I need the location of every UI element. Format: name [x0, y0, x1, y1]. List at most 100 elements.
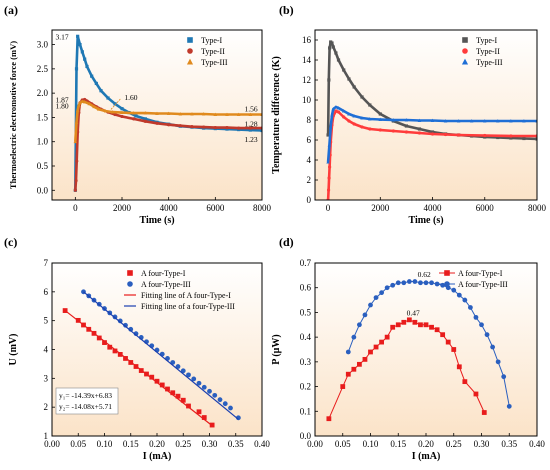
plot-frame [51, 262, 263, 437]
data-point [74, 67, 79, 71]
data-point [328, 125, 333, 129]
legend-label: Type-I [201, 36, 223, 45]
x-tick-label: 0.15 [123, 439, 139, 449]
data-point [83, 97, 87, 102]
data-point [404, 118, 409, 122]
x-tick-label: 0 [326, 203, 331, 213]
x-tick-label: 0 [73, 203, 78, 213]
data-point [336, 110, 341, 114]
data-point [236, 112, 241, 116]
value-annotation: 0.62 [418, 270, 431, 279]
x-axis-label: Time (s) [139, 215, 174, 226]
data-point [225, 112, 229, 116]
data-point [378, 117, 383, 121]
plot-frame [314, 29, 538, 201]
y-tick-label: 4 [307, 155, 312, 165]
data-point [62, 308, 68, 313]
data-point [373, 344, 379, 350]
x-tick-label: 0.30 [202, 439, 218, 449]
data-point [496, 135, 500, 140]
data-point [202, 125, 206, 129]
legend-marker [461, 58, 469, 65]
data-point [347, 119, 351, 123]
data-point [362, 312, 368, 318]
data-point [501, 374, 507, 380]
data-point [94, 81, 98, 86]
data-point [113, 102, 117, 106]
y-axis-label: U (mV) [8, 334, 19, 366]
legend-marker [186, 58, 194, 65]
data-point [412, 279, 418, 284]
data-point [134, 114, 138, 118]
y-tick-label: 3 [44, 373, 49, 383]
data-point [456, 292, 462, 298]
data-point [165, 386, 170, 392]
data-point [401, 319, 407, 325]
data-point [128, 326, 134, 332]
data-point [149, 374, 155, 380]
data-point [248, 126, 252, 130]
data-point [228, 405, 233, 411]
series-group [73, 34, 262, 192]
data-point [404, 130, 409, 134]
data-point [390, 282, 396, 288]
data-point [248, 128, 252, 132]
y-tick-label: 0.1 [300, 406, 311, 416]
data-point [445, 339, 451, 345]
data-point [326, 133, 330, 137]
x-tick-label: 0.00 [307, 439, 323, 449]
y-tick-label: 16 [302, 35, 312, 45]
data-point [357, 322, 362, 328]
data-point [213, 112, 218, 116]
data-point [336, 58, 341, 62]
x-tick-label: 2000 [371, 203, 390, 213]
data-point [434, 281, 440, 287]
data-point [391, 118, 396, 122]
data-point [117, 318, 123, 324]
y-tick-label: 8 [307, 115, 312, 125]
data-point [378, 128, 382, 132]
data-point [456, 364, 462, 370]
data-point [175, 393, 181, 399]
data-point [99, 89, 103, 93]
data-point [347, 112, 351, 116]
data-point [417, 131, 422, 135]
annotation-arrow [110, 98, 121, 111]
data-point [379, 290, 384, 296]
data-point [429, 324, 434, 330]
data-point [85, 64, 89, 69]
chart-panel-2: (b) 0 2 4 6 8 10 12 14 16 0 2000 4000 6000 8000 Time (s… [271, 3, 547, 226]
data-point [473, 314, 479, 320]
data-point [334, 51, 338, 55]
x-tick-label: 0.05 [70, 439, 86, 449]
x-tick-label: 0.25 [446, 439, 462, 449]
data-point [74, 178, 78, 183]
value-annotation: 1.60 [124, 93, 137, 102]
data-point [154, 378, 160, 384]
x-tick-label: 0.10 [363, 439, 379, 449]
data-point [326, 416, 332, 422]
y-tick-label: 0.5 [37, 161, 49, 171]
data-point [384, 334, 390, 340]
data-point [222, 401, 228, 407]
panel-label: (b) [279, 3, 294, 17]
data-point [368, 103, 372, 107]
value-annotation: 1.23 [245, 135, 258, 144]
data-point [76, 34, 80, 38]
x-axis-label: I (mA) [412, 451, 441, 462]
data-point [201, 384, 207, 390]
legend-marker [462, 48, 468, 54]
fit-equation: y₁= -14.39x+6.83 [59, 391, 112, 400]
data-point [190, 112, 194, 116]
data-point [133, 331, 139, 337]
data-point [401, 280, 407, 286]
data-point [357, 361, 362, 367]
y-axis-label: Temperature difference (K) [271, 56, 282, 174]
data-point [143, 119, 147, 123]
y-tick-label: 5 [44, 316, 49, 326]
value-annotation: 3.17 [56, 32, 69, 41]
data-point [423, 280, 429, 286]
y-tick-label: 1.5 [37, 112, 49, 122]
y-tick-label: 0.6 [300, 283, 312, 293]
data-point [535, 137, 537, 141]
